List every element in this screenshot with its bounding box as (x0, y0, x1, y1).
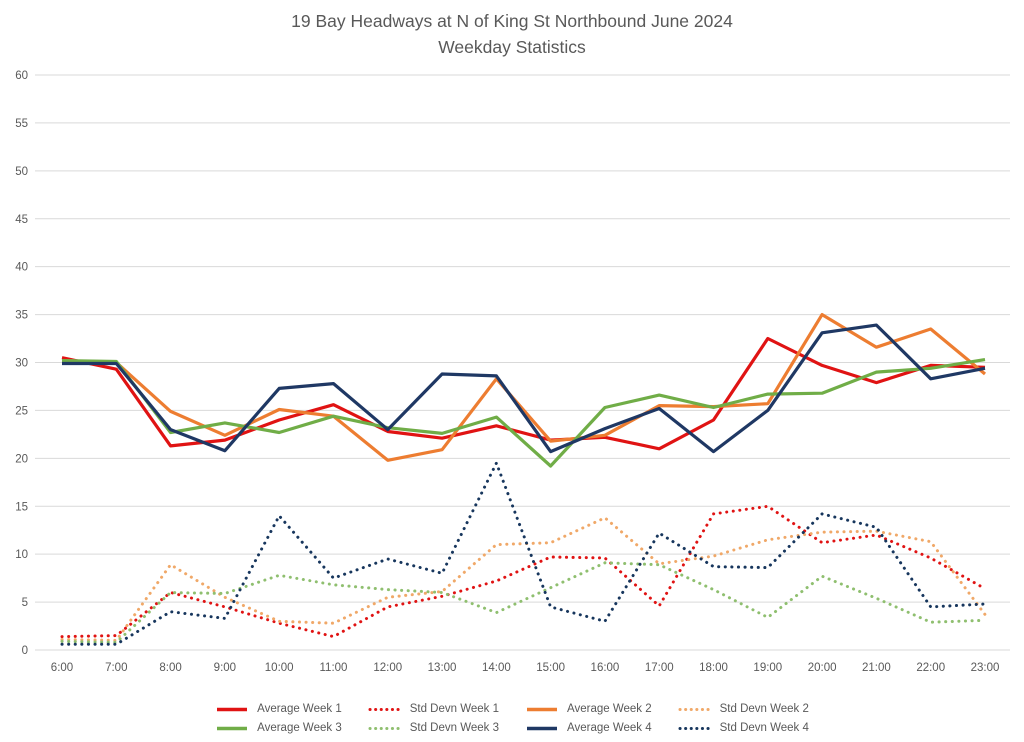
x-axis-label: 23:00 (971, 662, 1000, 674)
x-axis-label: 15:00 (536, 662, 565, 674)
y-axis-label: 5 (22, 597, 28, 609)
y-axis-label: 50 (15, 166, 28, 178)
y-axis-label: 60 (15, 70, 28, 82)
x-axis-label: 9:00 (214, 662, 236, 674)
legend-dotted-line-icon (678, 726, 712, 730)
legend-item-average-week-1: Average Week 1 (215, 703, 342, 715)
legend-row: Average Week 1 Std Devn Week 1 Average Wee… (215, 703, 809, 715)
series-line-std-devn-week-2 (60, 516, 987, 642)
x-axis-label: 22:00 (916, 662, 945, 674)
legend-label: Average Week 1 (257, 703, 342, 715)
legend-solid-line-icon (527, 707, 557, 711)
legend-label: Std Devn Week 2 (719, 703, 809, 715)
x-axis-label: 8:00 (159, 662, 181, 674)
legend-item-average-week-4: Average Week 4 (525, 722, 652, 734)
legend-item-std-devn-week-2: Std Devn Week 2 (678, 703, 809, 715)
legend-item-std-devn-week-4: Std Devn Week 4 (678, 722, 809, 734)
legend-row: Average Week 3 Std Devn Week 3 Average Wee… (215, 722, 809, 734)
y-axis-label: 25 (15, 405, 28, 417)
legend-label: Average Week 3 (257, 722, 342, 734)
legend-item-std-devn-week-1: Std Devn Week 1 (368, 703, 499, 715)
series-line-average-week-2 (61, 313, 987, 462)
chart-title: 19 Bay Headways at N of King St Northbou… (291, 11, 733, 31)
legend-item-average-week-3: Average Week 3 (215, 722, 342, 734)
legend-item-average-week-2: Average Week 2 (525, 703, 652, 715)
legend-label: Average Week 4 (567, 722, 652, 734)
series-line-average-week-4 (62, 323, 986, 454)
legend-solid-line-icon (217, 707, 248, 711)
x-axis-label: 17:00 (645, 662, 674, 674)
legend-label: Std Devn Week 3 (409, 722, 499, 734)
legend-label: Std Devn Week 1 (409, 703, 499, 715)
x-axis-label: 20:00 (808, 662, 837, 674)
x-axis-label: 6:00 (51, 662, 73, 674)
x-axis-label: 21:00 (862, 662, 891, 674)
y-axis-label: 20 (15, 453, 28, 465)
y-axis-label: 15 (15, 501, 28, 513)
y-axis-label: 40 (15, 262, 28, 274)
y-axis-label: 0 (22, 645, 28, 657)
x-axis-label: 12:00 (373, 662, 402, 674)
legend-item-std-devn-week-3: Std Devn Week 3 (368, 722, 499, 734)
legend-solid-line-icon (527, 726, 557, 730)
x-axis-label: 14:00 (482, 662, 511, 674)
x-axis-label: 16:00 (591, 662, 620, 674)
chart-subtitle: Weekday Statistics (438, 37, 586, 57)
x-axis-label: 18:00 (699, 662, 728, 674)
y-axis-label: 45 (15, 214, 28, 226)
series-line-std-devn-week-1 (60, 504, 987, 639)
x-axis-label: 7:00 (105, 662, 127, 674)
x-axis-label: 19:00 (753, 662, 782, 674)
legend-label: Average Week 2 (567, 703, 652, 715)
legend-solid-line-icon (217, 726, 248, 730)
x-axis-label: 10:00 (265, 662, 294, 674)
legend-label: Std Devn Week 4 (719, 722, 809, 734)
x-axis-label: 13:00 (428, 662, 457, 674)
y-axis-label: 30 (15, 358, 28, 370)
series-line-average-week-3 (61, 358, 986, 468)
series-line-average-week-1 (61, 336, 986, 451)
y-axis-label: 35 (15, 310, 28, 322)
x-axis-label: 11:00 (320, 662, 348, 674)
chart-title-block: 19 Bay Headways at N of King St Northbou… (0, 8, 1024, 60)
y-axis-label: 55 (15, 118, 28, 130)
y-axis-label: 10 (15, 549, 28, 561)
chart-legend: Average Week 1 Std Devn Week 1 Average Wee… (0, 703, 1024, 734)
legend-dotted-line-icon (678, 707, 712, 711)
legend-dotted-line-icon (368, 707, 402, 711)
legend-dotted-line-icon (368, 726, 402, 730)
